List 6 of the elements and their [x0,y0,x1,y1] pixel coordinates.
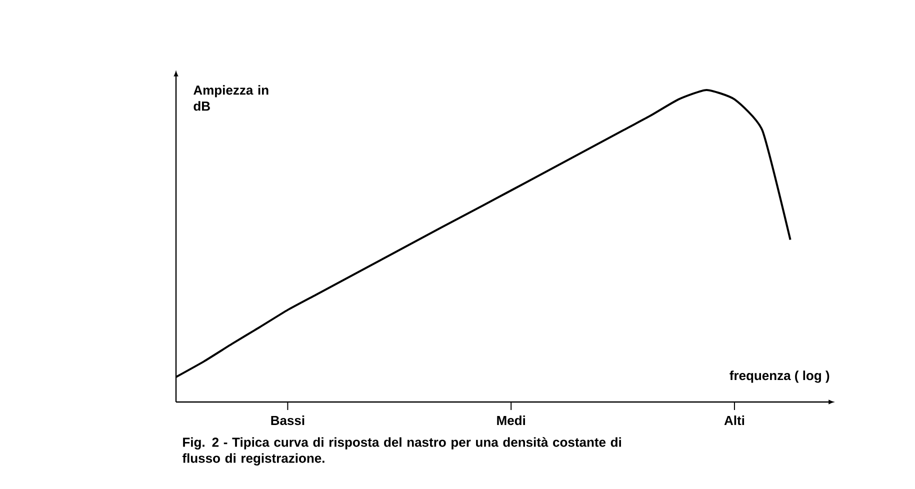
x-tick-label: Medi [497,416,525,426]
x-tick-label: Bassi [271,416,304,426]
y-axis-title: Ampiezza in dB [194,85,268,111]
x-axis-title: frequenza ( log ) [730,370,830,383]
caption: Fig. 2 - Tipica curva di risposta del nastro per una densità costante di flusso di registrazione. [182,437,621,466]
x-tick-label: Alti [724,416,744,426]
